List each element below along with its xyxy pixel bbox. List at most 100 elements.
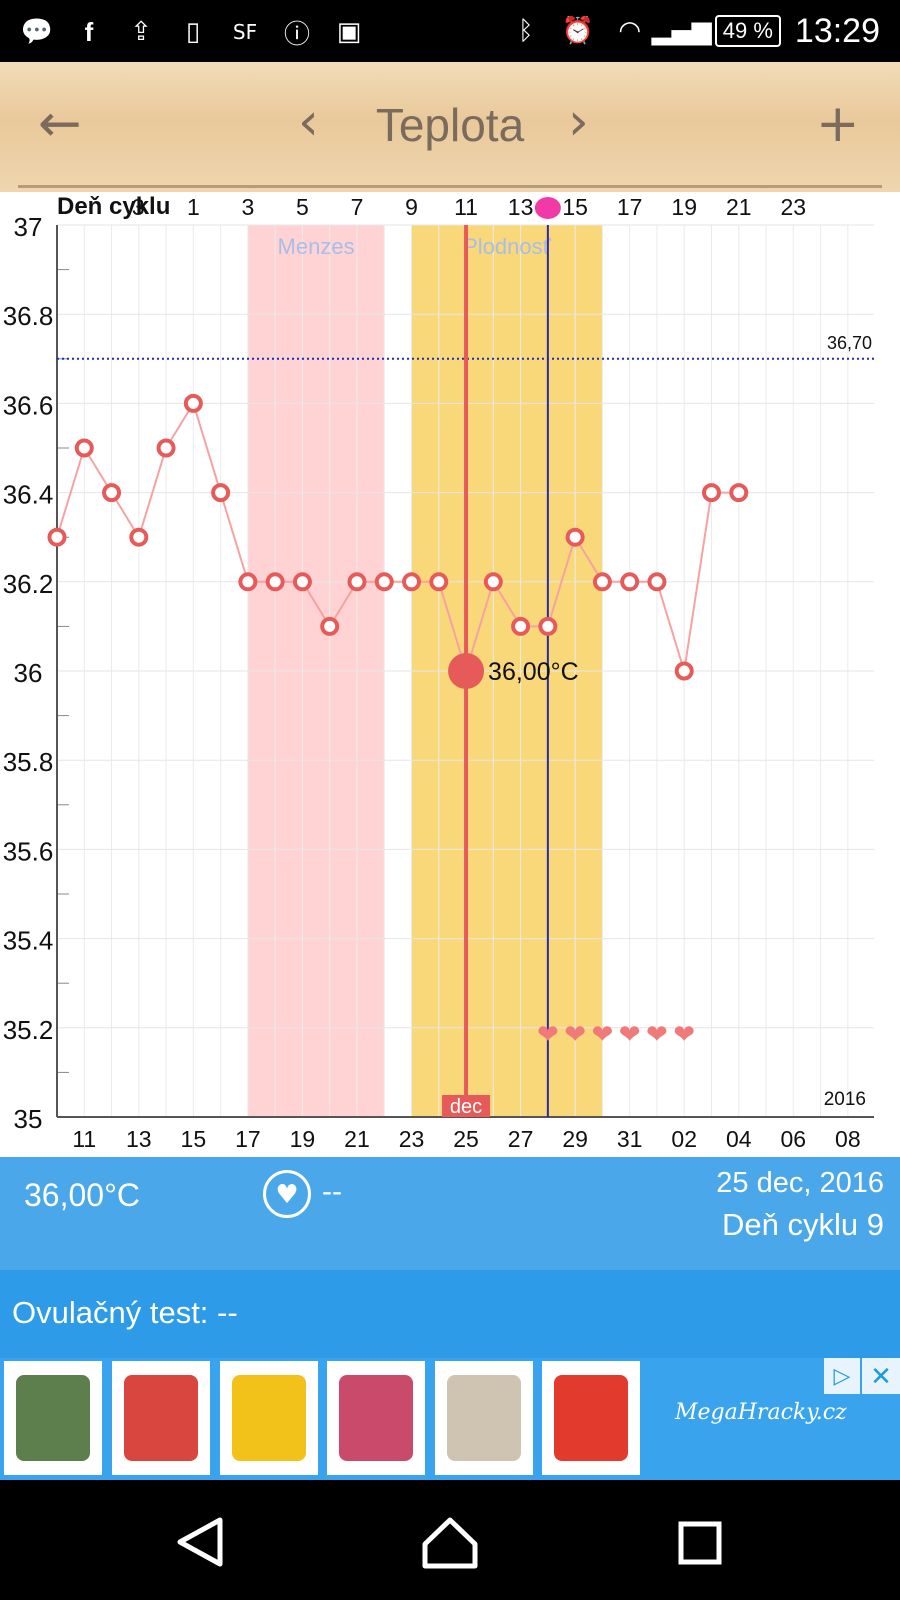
cycle-tick-label: 21 xyxy=(726,194,752,220)
temperature-point xyxy=(565,527,585,547)
cycle-tick-label: 15 xyxy=(562,194,588,220)
image-icon: ▣ xyxy=(336,17,362,47)
y-tick-label: 35.4 xyxy=(3,926,54,956)
temperature-point xyxy=(429,572,449,592)
ad-product-thumbnail[interactable] xyxy=(4,1361,102,1475)
x-tick-label: 15 xyxy=(181,1126,207,1152)
temperature-point xyxy=(292,572,312,592)
ovulation-test-bar[interactable]: Ovulačný test: -- xyxy=(0,1270,900,1358)
ad-product-image xyxy=(339,1375,413,1461)
cycle-tick-label: 3 xyxy=(132,194,145,220)
intercourse-value: -- xyxy=(322,1175,342,1208)
ad-banner[interactable]: MegaHracky.cz ▷ ✕ xyxy=(0,1358,900,1480)
month-label-background xyxy=(442,1095,491,1117)
previous-chevron-icon[interactable]: ‹ xyxy=(298,92,319,152)
ad-close-icon[interactable]: ✕ xyxy=(862,1358,900,1394)
wifi-icon: ◠ xyxy=(618,16,642,46)
heart-icon: ♥ xyxy=(263,1170,311,1218)
x-tick-label: 21 xyxy=(344,1126,370,1152)
signal-icon: ▂▄▆ xyxy=(651,16,712,46)
temperature-point xyxy=(483,572,503,592)
temperature-point xyxy=(320,616,340,636)
heart-marker: ❤ xyxy=(673,1020,695,1050)
heart-marker: ❤ xyxy=(646,1020,668,1050)
sf-icon: SF xyxy=(232,20,258,44)
ad-product-image xyxy=(16,1375,90,1461)
temperature-point xyxy=(511,616,531,636)
selected-point xyxy=(448,653,485,689)
x-tick-label: 11 xyxy=(72,1126,96,1152)
chat-bubble-icon: 💬 xyxy=(20,17,54,47)
ad-product-thumbnail[interactable] xyxy=(435,1361,533,1475)
add-icon[interactable]: + xyxy=(816,94,860,154)
info-icon: ⓘ xyxy=(283,19,310,50)
heart-marker: ❤ xyxy=(564,1020,586,1050)
x-tick-label: 19 xyxy=(290,1126,316,1152)
temperature-value: 36,00°C xyxy=(24,1177,140,1213)
band-label: Plodnosť xyxy=(463,234,552,259)
cycle-tick-label: 23 xyxy=(780,194,806,220)
ad-choices-icon[interactable]: ▷ xyxy=(824,1358,860,1394)
temperature-point xyxy=(238,572,258,592)
temperature-point xyxy=(538,616,558,636)
coverline-label: 36,70 xyxy=(827,333,872,353)
month-label: dec xyxy=(450,1096,482,1118)
heart-marker: ❤ xyxy=(537,1020,559,1050)
ad-brand-logo[interactable]: MegaHracky.cz xyxy=(675,1400,847,1425)
temperature-point xyxy=(402,572,422,592)
y-tick-label: 35.2 xyxy=(3,1015,54,1045)
y-tick-label: 35.8 xyxy=(3,747,54,777)
toolbar-divider xyxy=(18,185,882,188)
back-icon[interactable] xyxy=(177,1517,223,1567)
ad-product-image xyxy=(447,1375,521,1461)
cycle-tick-label: 7 xyxy=(351,194,364,220)
y-tick-label: 35 xyxy=(14,1104,43,1134)
heart-marker: ❤ xyxy=(592,1020,614,1050)
cycle-tick-label: 11 xyxy=(454,194,478,220)
y-tick-label: 36.6 xyxy=(3,390,54,420)
ad-product-image xyxy=(554,1375,628,1461)
year-label: 2016 xyxy=(824,1089,866,1110)
cycle-tick-label: 19 xyxy=(671,194,697,220)
ovulation-marker xyxy=(534,197,561,219)
bluetooth-icon: ᛒ xyxy=(517,16,534,46)
x-tick-label: 29 xyxy=(562,1126,588,1152)
ad-product-thumbnail[interactable] xyxy=(220,1361,318,1475)
home-icon[interactable] xyxy=(422,1517,478,1569)
x-tick-label: 06 xyxy=(780,1126,806,1152)
ad-product-thumbnail[interactable] xyxy=(327,1361,425,1475)
cycle-tick-label: 5 xyxy=(296,194,309,220)
upload-icon: ⇪ xyxy=(130,17,152,47)
toolbar: ← ‹ Teplota › + xyxy=(0,62,900,192)
temperature-point xyxy=(129,527,149,547)
x-tick-label: 27 xyxy=(508,1126,534,1152)
cycle-tick-label: 17 xyxy=(617,194,643,220)
navigation-bar xyxy=(0,1480,900,1600)
recents-icon[interactable] xyxy=(678,1521,722,1565)
temperature-point xyxy=(620,572,640,592)
temperature-chart[interactable]: 3535.235.435.635.83636.236.436.636.837Me… xyxy=(0,192,900,1157)
day-summary-bar[interactable]: 36,00°C ♥ -- 25 dec, 2016 Deň cyklu 9 xyxy=(0,1157,900,1270)
facebook-icon: f xyxy=(84,16,94,47)
temperature-point xyxy=(374,572,394,592)
temperature-point xyxy=(47,527,67,547)
y-tick-label: 36 xyxy=(14,658,43,688)
band-label: Menzes xyxy=(278,234,355,259)
ad-product-thumbnail[interactable] xyxy=(112,1361,210,1475)
back-arrow-icon[interactable]: ← xyxy=(38,94,82,154)
y-tick-label: 36.8 xyxy=(3,301,54,331)
status-bar: 💬 f ⇪ ▯ SF ⓘ ▣ ᛒ ⏰ ◠ ▂▄▆ 49 % 13:29 xyxy=(0,0,900,62)
temperature-point xyxy=(183,393,203,413)
clock: 13:29 xyxy=(794,11,880,50)
next-chevron-icon[interactable]: › xyxy=(568,92,589,152)
ad-product-thumbnail[interactable] xyxy=(542,1361,640,1475)
ovulation-test-value: -- xyxy=(217,1295,238,1330)
y-tick-label: 36.4 xyxy=(3,480,54,510)
alarm-icon: ⏰ xyxy=(561,16,594,46)
y-tick-label: 37 xyxy=(14,212,43,242)
selected-value-label: 36,00°C xyxy=(488,658,579,686)
temperature-point xyxy=(701,483,721,503)
temperature-point xyxy=(347,572,367,592)
cycle-tick-label: 1 xyxy=(187,194,200,220)
temperature-point xyxy=(102,483,122,503)
